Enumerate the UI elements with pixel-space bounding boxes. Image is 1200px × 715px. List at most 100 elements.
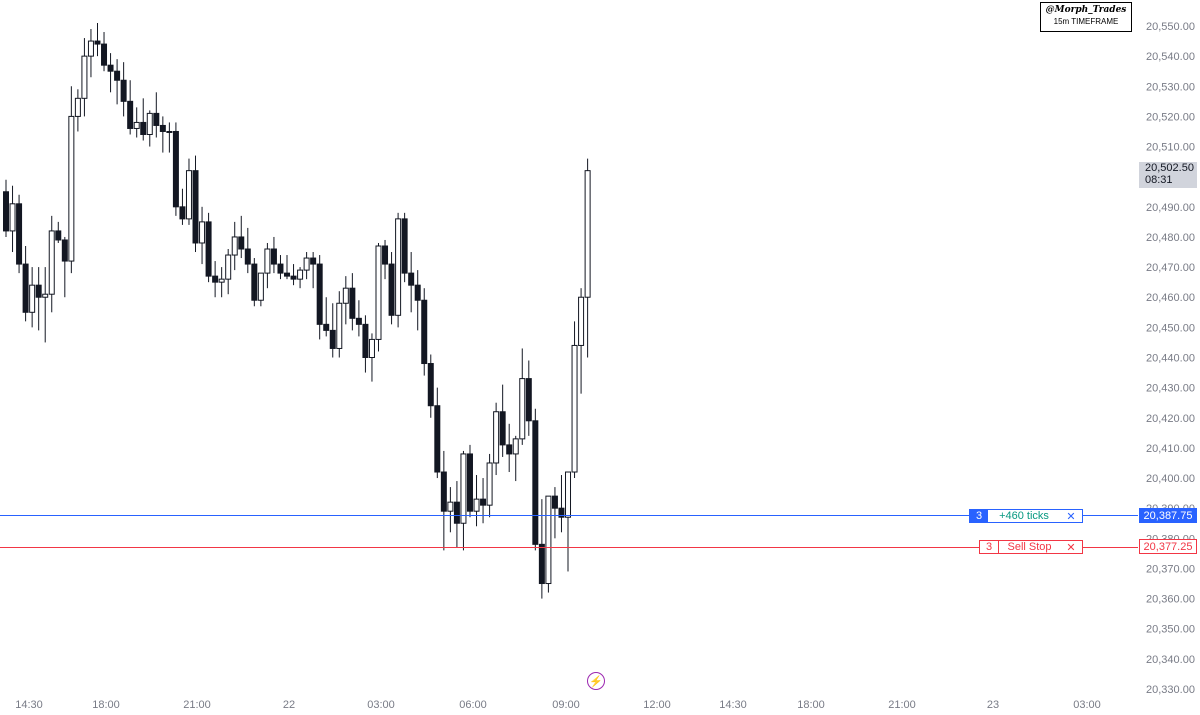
price-tick-label: 20,460.00 [1146, 292, 1195, 304]
candle [375, 242, 382, 352]
candle-body-down [270, 248, 277, 265]
candle-body-up [493, 411, 500, 464]
candle-body-down [55, 230, 62, 241]
candle-body-up [87, 40, 94, 57]
candle [107, 53, 114, 93]
price-tick-label: 20,540.00 [1146, 51, 1195, 63]
candle-body-up [218, 278, 225, 283]
candle-body-up [166, 130, 173, 133]
price-tick-label: 20,480.00 [1146, 232, 1195, 244]
candle [525, 360, 532, 436]
candle [414, 270, 421, 331]
candle [519, 348, 526, 445]
candle-body-up [519, 378, 526, 440]
candle-body-down [329, 329, 336, 349]
candle [382, 239, 389, 280]
candle [205, 212, 212, 283]
candle [48, 215, 55, 313]
price-tick-label: 20,530.00 [1146, 81, 1195, 93]
take-profit-qty[interactable]: 3 [970, 510, 988, 522]
candle-body-down [284, 272, 291, 277]
take-profit-text[interactable]: +460 ticks [999, 510, 1049, 522]
candle-body-down [179, 206, 186, 220]
time-tick-label: 22 [283, 699, 295, 711]
price-tick-label: 20,440.00 [1146, 353, 1195, 365]
candle-body-up [336, 302, 343, 349]
candle-body-down [35, 284, 42, 298]
candle [35, 267, 42, 331]
candle [238, 215, 245, 259]
candle-body-up [486, 462, 493, 506]
candle-body-down [107, 64, 114, 72]
candle-body-up [42, 293, 49, 298]
watermark-box: @Morph_Trades 15m TIMEFRAME [1040, 2, 1132, 32]
candle [284, 255, 291, 280]
time-tick-label: 18:00 [797, 699, 825, 711]
candle [270, 236, 277, 274]
candle [172, 122, 179, 216]
candle [434, 387, 441, 479]
sell-stop-qty[interactable]: 3 [980, 541, 999, 553]
candle-body-down [551, 495, 558, 509]
time-axis[interactable]: 14:30 18:00 21:00 22 03:00 06:00 09:00 12:00 14:… [15, 699, 1101, 711]
candle-body-up [342, 287, 349, 304]
price-tick-label: 20,410.00 [1146, 443, 1195, 455]
candle [368, 333, 375, 382]
candle-body-up [199, 221, 206, 244]
candle [499, 384, 506, 457]
flash-icon[interactable]: ⚡ [587, 672, 605, 690]
take-profit-order-label[interactable]: 3 +460 ticks ✕ [969, 509, 1083, 523]
take-profit-price-tag: 20,387.75 [1139, 508, 1197, 523]
bar-countdown: 08:31 [1145, 174, 1173, 186]
candle-body-up [146, 112, 153, 135]
candle-body-down [382, 245, 389, 265]
candle [558, 475, 565, 533]
time-tick-label: 14:30 [719, 699, 747, 711]
sell-stop-text[interactable]: Sell Stop [1007, 541, 1052, 553]
candle [297, 267, 304, 289]
candle-body-up [395, 218, 402, 316]
price-axis[interactable]: 20,330.00 20,340.00 20,350.00 20,360.00 20,3… [1146, 21, 1195, 696]
candle [401, 212, 408, 283]
price-tick-label: 20,520.00 [1146, 111, 1195, 123]
candle-body-down [323, 323, 330, 331]
price-tick-label: 20,450.00 [1146, 322, 1195, 334]
time-tick-label: 14:30 [15, 699, 43, 711]
candle [42, 267, 49, 343]
candle-body-down [159, 124, 166, 132]
candle-body-up [460, 453, 467, 524]
time-tick-label: 12:00 [643, 699, 671, 711]
candle [146, 110, 153, 147]
candle [473, 475, 480, 527]
candle [159, 116, 166, 153]
candle [466, 444, 473, 518]
candle-body-up [68, 115, 75, 262]
candle-body-down [525, 378, 532, 422]
candle [329, 303, 336, 358]
candle-body-down [440, 471, 447, 512]
candle-body-up [473, 498, 480, 512]
candle [486, 453, 493, 518]
sell-stop-order-label[interactable]: 3 Sell Stop ✕ [979, 540, 1083, 554]
candle [244, 227, 251, 274]
candle [460, 450, 467, 551]
candle [538, 499, 545, 599]
candle-body-up [9, 203, 16, 232]
candle-body-down [434, 405, 441, 473]
candle-body-down [427, 363, 434, 407]
candle-body-down [349, 287, 356, 319]
candle [231, 221, 238, 271]
candle-body-down [16, 203, 23, 265]
candle [349, 273, 356, 331]
candle-body-down [120, 79, 127, 102]
time-tick-label: 09:00 [552, 699, 580, 711]
time-tick-label: 18:00 [92, 699, 120, 711]
close-icon[interactable]: ✕ [1066, 510, 1076, 523]
candle-body-down [3, 191, 9, 232]
candle-body-down [22, 263, 29, 313]
close-icon[interactable]: ✕ [1066, 541, 1076, 554]
candle [74, 89, 81, 132]
time-tick-label: 23 [987, 699, 999, 711]
candle [290, 264, 297, 286]
